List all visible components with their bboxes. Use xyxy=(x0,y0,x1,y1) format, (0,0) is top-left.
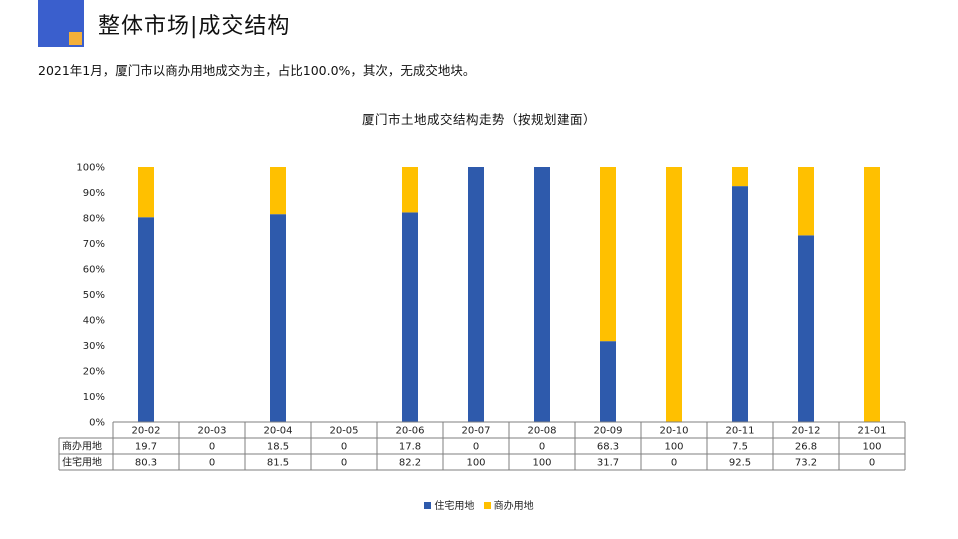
chart-title: 厦门市土地成交结构走势（按规划建面） xyxy=(361,112,596,127)
table-cell: 73.2 xyxy=(795,458,817,469)
bar-commercial xyxy=(600,167,616,342)
table-cell: 100 xyxy=(862,442,881,453)
y-tick-label: 100% xyxy=(76,163,105,174)
y-tick-label: 70% xyxy=(83,239,105,250)
summary-text: 2021年1月，厦门市以商办用地成交为主，占比100.0%，其次，无成交地块。 xyxy=(38,63,476,78)
x-tick-label: 20-03 xyxy=(197,426,226,437)
x-tick-label: 20-06 xyxy=(395,426,424,437)
table-cell: 18.5 xyxy=(267,442,289,453)
bar-commercial xyxy=(402,167,418,213)
table-cell: 0 xyxy=(671,458,677,469)
bar-residential xyxy=(732,186,748,422)
table-cell: 31.7 xyxy=(597,458,619,469)
x-tick-label: 20-11 xyxy=(725,426,754,437)
table-cell: 100 xyxy=(466,458,485,469)
y-tick-label: 40% xyxy=(83,316,105,327)
table-cell: 80.3 xyxy=(135,458,157,469)
table-row-label: 住宅用地 xyxy=(62,456,102,469)
legend-swatch-commercial xyxy=(483,501,491,509)
x-tick-label: 20-05 xyxy=(329,426,358,437)
table-cell: 17.8 xyxy=(399,442,421,453)
brand-logo xyxy=(38,0,84,47)
table-cell: 0 xyxy=(341,442,347,453)
bar-commercial xyxy=(666,167,682,422)
table-cell: 68.3 xyxy=(597,442,619,453)
table-cell: 0 xyxy=(539,442,545,453)
y-tick-label: 80% xyxy=(83,214,105,225)
x-tick-label: 21-01 xyxy=(857,426,886,437)
legend-item-commercial: 商办用地 xyxy=(483,497,534,512)
bar-commercial xyxy=(732,167,748,187)
legend-item-residential: 住宅用地 xyxy=(424,497,474,512)
y-tick-label: 90% xyxy=(83,188,105,199)
bar-commercial xyxy=(864,167,880,422)
table-cell: 0 xyxy=(473,442,479,453)
x-tick-label: 20-02 xyxy=(131,426,160,437)
x-tick-label: 20-04 xyxy=(263,426,292,437)
x-tick-label: 20-07 xyxy=(461,426,490,437)
table-cell: 82.2 xyxy=(399,458,421,469)
bar-residential xyxy=(138,217,154,422)
y-tick-label: 30% xyxy=(83,341,105,352)
y-tick-label: 10% xyxy=(83,392,105,403)
table-cell: 0 xyxy=(209,442,215,453)
table-cell: 0 xyxy=(869,458,875,469)
brand-logo-accent xyxy=(69,32,82,45)
bar-residential xyxy=(600,341,616,422)
legend-label-commercial: 商办用地 xyxy=(493,501,534,512)
legend-swatch-residential xyxy=(424,501,432,509)
table-cell: 81.5 xyxy=(267,458,289,469)
legend-label-residential: 住宅用地 xyxy=(434,501,475,512)
bar-commercial xyxy=(798,167,814,236)
table-cell: 92.5 xyxy=(729,458,751,469)
x-tick-label: 20-10 xyxy=(659,426,688,437)
bar-commercial xyxy=(270,167,286,215)
table-cell: 100 xyxy=(664,442,683,453)
chart-legend: 住宅用地 商办用地 xyxy=(0,497,958,512)
bar-residential xyxy=(402,212,418,422)
page-title: 整体市场|成交结构 xyxy=(98,14,291,39)
x-tick-label: 20-09 xyxy=(593,426,622,437)
table-cell: 100 xyxy=(532,458,551,469)
y-tick-label: 60% xyxy=(83,265,105,276)
table-cell: 19.7 xyxy=(135,442,157,453)
table-cell: 26.8 xyxy=(795,442,817,453)
y-tick-label: 20% xyxy=(83,367,105,378)
y-tick-label: 50% xyxy=(83,290,105,301)
table-row-label: 商办用地 xyxy=(62,440,102,453)
x-tick-label: 20-12 xyxy=(791,426,820,437)
table-cell: 7.5 xyxy=(732,442,748,453)
table-cell: 0 xyxy=(341,458,347,469)
x-tick-label: 20-08 xyxy=(527,426,556,437)
bar-residential xyxy=(270,214,286,422)
table-cell: 0 xyxy=(209,458,215,469)
bar-residential xyxy=(534,167,550,422)
bar-commercial xyxy=(138,167,154,218)
bar-residential xyxy=(798,235,814,422)
y-tick-label: 0% xyxy=(89,418,105,429)
bar-residential xyxy=(468,167,484,422)
